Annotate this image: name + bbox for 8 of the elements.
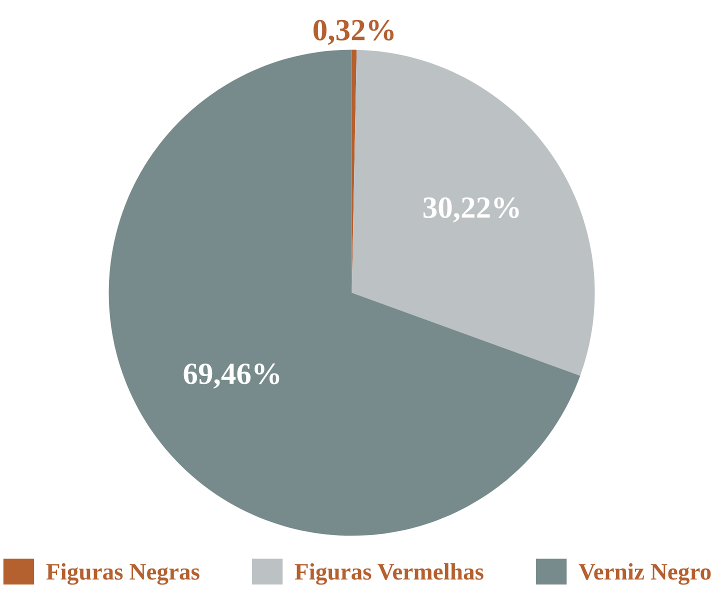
legend-label: Figuras Vermelhas (294, 563, 484, 585)
data-label: 69,46% (184, 364, 280, 389)
legend-label: Figuras Negras (46, 563, 200, 585)
data-label: 30,22% (424, 197, 519, 222)
data-label: 0,32% (314, 20, 394, 45)
pie-slice (352, 50, 595, 376)
legend-label: Verniz Negro (578, 563, 711, 585)
pie-slice (108, 50, 580, 536)
